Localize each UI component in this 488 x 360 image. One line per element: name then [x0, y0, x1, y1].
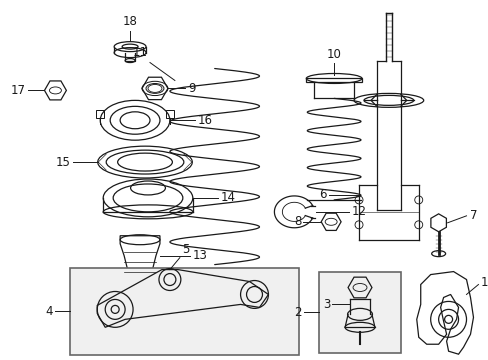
Text: 2: 2 [293, 306, 301, 319]
Text: 9: 9 [187, 82, 195, 95]
Text: 16: 16 [197, 114, 212, 127]
Text: 7: 7 [468, 209, 476, 222]
Text: 18: 18 [122, 15, 137, 28]
Text: 6: 6 [318, 188, 325, 202]
Bar [96, 110, 104, 118]
Text: 3: 3 [322, 298, 329, 311]
Text: 5: 5 [182, 243, 189, 256]
Text: 8: 8 [293, 215, 301, 228]
Text: 12: 12 [351, 205, 366, 219]
Text: 17: 17 [11, 84, 25, 97]
Text: 14: 14 [220, 192, 235, 204]
Bar [305, 78, 361, 82]
Text: 13: 13 [192, 249, 207, 262]
Bar [165, 110, 174, 118]
Bar [319, 271, 400, 353]
Text: 10: 10 [326, 48, 341, 60]
Text: 15: 15 [55, 156, 70, 168]
Text: 11: 11 [133, 46, 148, 59]
Text: 4: 4 [45, 305, 52, 318]
Bar [70, 267, 299, 355]
Text: 1: 1 [480, 276, 487, 289]
